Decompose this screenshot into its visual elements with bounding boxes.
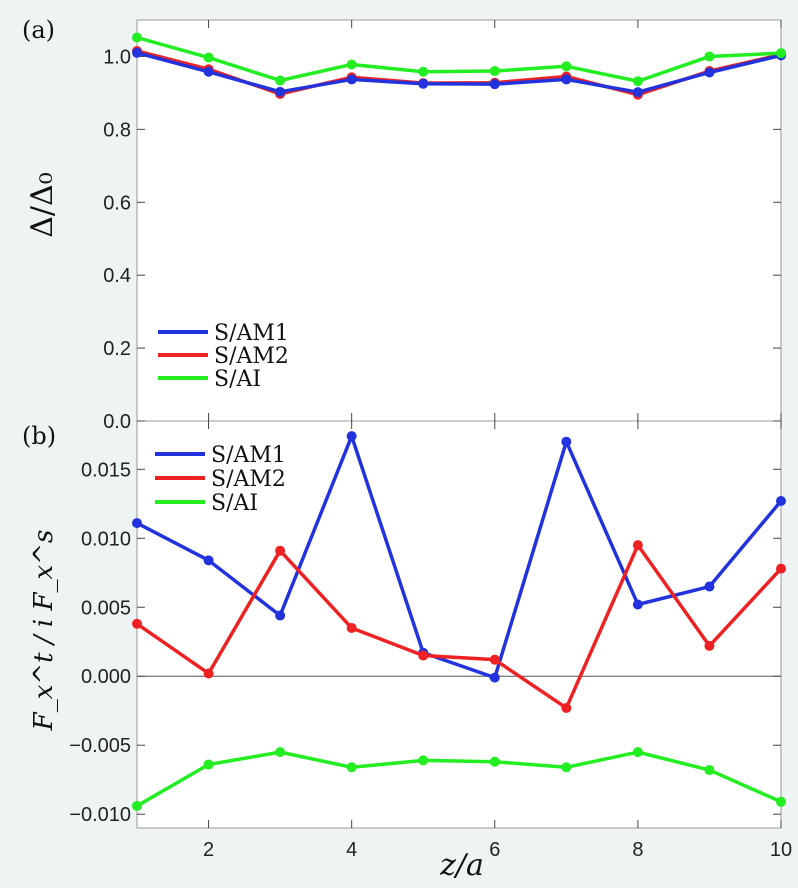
panel-a-ylabel: Δ/Δ₀ xyxy=(25,172,60,237)
panel-a-point-s-ai xyxy=(776,48,786,59)
panel-b-xtick-label: 4 xyxy=(346,839,357,861)
panel-a-point-s-ai xyxy=(346,59,357,70)
panel-b-legend-label-s-am2: S/AM2 xyxy=(211,467,286,492)
panel-b-ytick-label: −0.010 xyxy=(69,804,131,826)
panel-a-point-s-am1 xyxy=(704,67,715,78)
panel-b-xtick-label: 2 xyxy=(203,839,214,861)
panel-a-point-s-am1 xyxy=(346,74,357,85)
panel-a-background xyxy=(136,19,782,422)
panel-b-point-s-ai xyxy=(346,762,357,773)
panel-b: −0.010 −0.005 0.000 0.005 0.010 0.015 2 4 6 8 10 S/… xyxy=(69,421,792,861)
panel-b-ytick-label: −0.005 xyxy=(69,735,131,757)
panel-b-point-s-am1 xyxy=(346,431,357,442)
panel-b-point-s-am2 xyxy=(132,618,142,629)
panel-b-ytick-label: 0.015 xyxy=(81,459,131,481)
panel-b-point-s-am1 xyxy=(632,599,643,610)
panel-b-point-s-ai xyxy=(632,747,643,758)
panel-a-series-line-s-ai xyxy=(136,35,782,83)
panel-b-point-s-am1 xyxy=(203,555,214,566)
panel-a-point-s-ai xyxy=(489,66,500,77)
panel-a-point-s-ai xyxy=(203,52,214,63)
panel-a-point-s-ai xyxy=(704,51,715,62)
panel-a-point-s-am1 xyxy=(275,86,286,97)
panel-b-ylabel: F_x^t / i F_x^s xyxy=(29,530,59,732)
panel-a-label: (a) xyxy=(22,16,55,44)
panel-b-label: (b) xyxy=(22,422,56,450)
panel-b-xtick-label: 6 xyxy=(489,839,500,861)
panel-a-ytick-label: 0.6 xyxy=(103,192,131,214)
panel-a-series-line-s-am1 xyxy=(136,51,782,94)
panel-b-point-s-am2 xyxy=(704,640,715,651)
panel-a-ytick-label: 0.0 xyxy=(103,411,131,433)
panel-b-ytick-label: 0.005 xyxy=(81,597,131,619)
panel-b-point-s-ai xyxy=(776,796,786,807)
panel-a-point-s-am1 xyxy=(489,79,500,90)
panel-b-legend-label-s-ai: S/AI xyxy=(211,491,258,516)
panel-a-point-s-am1 xyxy=(561,74,572,85)
panel-a-point-s-am1 xyxy=(203,66,214,77)
panel-a-point-s-am1 xyxy=(632,87,643,98)
panel-a-ytick-label: 0.2 xyxy=(103,338,131,360)
panel-a-legend-label-s-am1: S/AM1 xyxy=(214,321,289,346)
panel-b-point-s-am1 xyxy=(489,672,500,683)
panel-b-ytick-label: 0.000 xyxy=(81,666,131,688)
panel-b-series-line-s-ai xyxy=(136,750,782,808)
panel-b-point-s-ai xyxy=(704,765,715,776)
panel-a-point-s-ai xyxy=(632,76,643,87)
panel-b-xtick-label: 8 xyxy=(632,839,643,861)
panel-a-point-s-ai xyxy=(275,75,286,86)
panel-a-legend-label-s-am2: S/AM2 xyxy=(214,344,289,369)
panel-b-ytick-label: 0.010 xyxy=(81,528,131,550)
panel-b-point-s-am2 xyxy=(346,622,357,633)
panel-b-point-s-am1 xyxy=(275,610,286,621)
panel-b-point-s-am1 xyxy=(132,518,142,529)
panel-b-point-s-am1 xyxy=(776,496,786,507)
panel-a-legend-label-s-ai: S/AI xyxy=(214,367,261,392)
panel-b-point-s-am1 xyxy=(704,581,715,592)
panel-b-point-s-am2 xyxy=(203,668,214,679)
panel-b-legend-label-s-am1: S/AM1 xyxy=(211,443,286,468)
panel-a-ytick-label: 1.0 xyxy=(103,46,131,68)
panel-a-point-s-am1 xyxy=(418,78,429,89)
panel-a-point-s-ai xyxy=(561,61,572,72)
panel-a-point-s-ai xyxy=(132,32,142,43)
panel-b-point-s-ai xyxy=(489,756,500,767)
panel-b-point-s-am1 xyxy=(561,436,572,447)
panel-a-point-s-ai xyxy=(418,66,429,77)
panel-b-point-s-am2 xyxy=(418,650,429,661)
panel-b-point-s-am2 xyxy=(776,563,786,574)
panel-b-point-s-ai xyxy=(561,762,572,773)
panel-b-point-s-ai xyxy=(275,747,286,758)
panel-b-point-s-am2 xyxy=(561,702,572,713)
panel-b-point-s-ai xyxy=(132,800,142,811)
panel-b-point-s-ai xyxy=(203,759,214,770)
panel-a-point-s-am1 xyxy=(132,47,142,58)
panel-b-point-s-ai xyxy=(418,755,429,766)
panel-b-xtick-label: 10 xyxy=(770,839,792,861)
panel-a-ytick-label: 0.8 xyxy=(103,119,131,141)
panel-a-ytick-label: 0.4 xyxy=(103,265,131,287)
panel-b-point-s-am2 xyxy=(489,654,500,665)
panel-b-series-line-s-am2 xyxy=(136,543,783,710)
panel-b-point-s-am2 xyxy=(632,540,643,551)
panel-b-point-s-am2 xyxy=(275,545,286,556)
panel-b-xlabel: z/a xyxy=(439,848,484,883)
